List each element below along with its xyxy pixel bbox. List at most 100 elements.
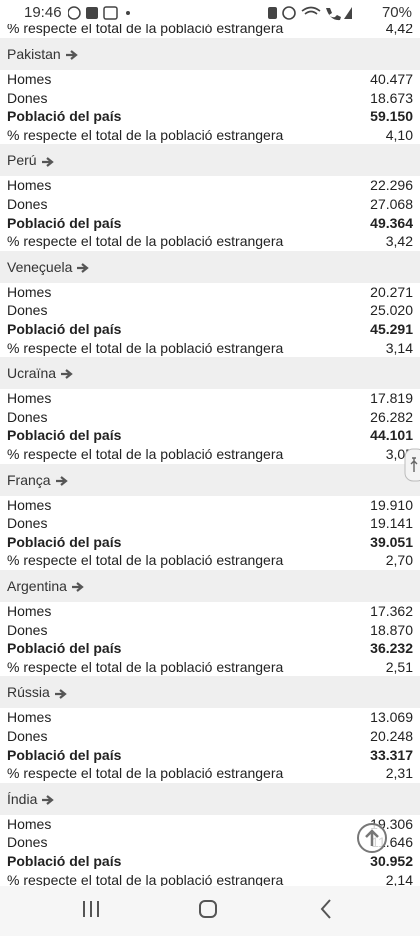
country-header[interactable]: Perú	[0, 144, 420, 177]
table-row: Homes 17.819	[0, 389, 420, 408]
row-value: 45.291	[370, 321, 413, 337]
row-label: Població del país	[7, 108, 122, 125]
table-row: Homes 20.271	[0, 283, 420, 302]
row-label: Homes	[7, 390, 52, 407]
row-label: % respecte el total de la població estra…	[7, 765, 284, 782]
arrow-icon	[42, 795, 55, 805]
table-row: Població del país 49.364	[0, 214, 420, 233]
arrow-icon	[61, 369, 73, 380]
row-label: % respecte el total de la població estra…	[7, 233, 284, 250]
row-value: 36.232	[370, 640, 413, 657]
row-value: 2,31	[385, 765, 413, 782]
row-value: 33.317	[370, 746, 413, 763]
row-label: % respecte el total de la població estra…	[7, 20, 284, 37]
row-label: % respecte el total de la població estra…	[7, 552, 284, 569]
row-value: 20.271	[370, 283, 413, 300]
table-row: % respecte el total de la població estra…	[0, 551, 420, 570]
table-row: Població del país 39.051	[0, 533, 420, 552]
country-header[interactable]: Veneçuela	[0, 250, 420, 283]
back-button[interactable]	[320, 899, 331, 919]
row-label: Homes	[7, 71, 52, 87]
row-value: 27.068	[370, 196, 413, 212]
row-value: 17.819	[370, 390, 413, 407]
row-value: 40.477	[370, 71, 413, 87]
country-header[interactable]: Rússia	[0, 676, 420, 709]
table-row: Dones 25.020	[0, 301, 420, 320]
arrow-icon	[71, 582, 84, 593]
table-row: Població del país 33.317	[0, 746, 420, 765]
arrow-icon	[65, 50, 78, 61]
country-header[interactable]: Índia	[0, 782, 420, 815]
status-bar: 19:46 70%	[0, 0, 420, 24]
table-row: Homes 17.362	[0, 602, 420, 621]
table-row: Dones 27.068	[0, 195, 420, 214]
country-name: França	[7, 464, 69, 496]
table-row: Dones 20.248	[0, 727, 420, 746]
table-row: % respecte el total de la població estra…	[0, 19, 420, 38]
row-value: 19.141	[370, 515, 413, 532]
row-value: 18.870	[370, 621, 413, 638]
row-label: Dones	[7, 408, 48, 425]
table-row: Dones 18.673	[0, 89, 420, 108]
country-name: Ucraïna	[7, 357, 74, 389]
country-name: Índia	[7, 783, 55, 815]
table-row: % respecte el total de la població estra…	[0, 445, 420, 464]
row-value: 25.020	[370, 302, 413, 319]
row-value: 2,70	[385, 552, 413, 569]
table-row: Població del país 36.232	[0, 639, 420, 658]
table-row: Dones 18.870	[0, 621, 420, 640]
row-value: 30.952	[370, 853, 413, 869]
row-label: Dones	[7, 728, 48, 744]
table-row: % respecte el total de la població estra…	[0, 658, 420, 677]
row-value: 4,10	[385, 126, 413, 143]
row-label: Homes	[7, 177, 52, 194]
time: 19:46	[24, 4, 62, 21]
table-row: Població del país 59.150	[0, 107, 420, 126]
row-label: Homes	[7, 815, 52, 832]
arrow-icon	[55, 476, 68, 486]
row-label: Homes	[7, 709, 52, 726]
side-handle[interactable]	[404, 448, 420, 482]
row-value: 3,14	[385, 339, 413, 356]
row-label: % respecte el total de la població estra…	[7, 339, 284, 356]
nav-icons	[83, 899, 331, 919]
country-name: Pakistan	[7, 38, 79, 70]
row-value: 18.673	[370, 89, 413, 106]
row-value: 26.282	[370, 408, 413, 425]
row-label: Dones	[7, 89, 48, 106]
table-row: % respecte el total de la població estra…	[0, 232, 420, 251]
country-header[interactable]: Pakistan	[0, 38, 420, 70]
row-value: 13.069	[370, 709, 413, 726]
row-label: % respecte el total de la població estra…	[7, 126, 284, 143]
row-label: Homes	[7, 496, 52, 513]
table-row: Homes 19.910	[0, 496, 420, 515]
row-value: 4,42	[385, 20, 413, 37]
table-row: Població del país 44.101	[0, 426, 420, 445]
table-row: Dones 19.141	[0, 514, 420, 533]
row-label: Població del país	[7, 640, 122, 657]
system-icons	[268, 6, 352, 21]
row-label: Dones	[7, 515, 48, 532]
table-row: Població del país 30.952	[0, 852, 420, 871]
arrow-icon	[54, 688, 67, 699]
row-value: 49.364	[370, 214, 413, 231]
row-label: Població del país	[7, 321, 122, 337]
home-button[interactable]	[199, 900, 217, 918]
table-row: Població del país 45.291	[0, 320, 420, 339]
table-row: % respecte el total de la població estra…	[0, 871, 420, 886]
row-value: 59.150	[370, 108, 413, 125]
table-row: % respecte el total de la població estra…	[0, 339, 420, 358]
table-row: Homes 13.069	[0, 708, 420, 727]
scroll-top-button[interactable]	[356, 822, 388, 854]
country-name: Veneçuela	[7, 251, 90, 283]
country-name: Rússia	[7, 676, 68, 708]
row-label: % respecte el total de la població estra…	[7, 871, 284, 886]
row-value: 44.101	[370, 427, 413, 444]
country-header[interactable]: Ucraïna	[0, 357, 420, 390]
country-header[interactable]: Argentina	[0, 570, 420, 602]
row-label: Població del país	[7, 214, 122, 231]
table-row: Homes 40.477	[0, 70, 420, 89]
row-value: 22.296	[370, 177, 413, 194]
country-header[interactable]: França	[0, 463, 420, 496]
